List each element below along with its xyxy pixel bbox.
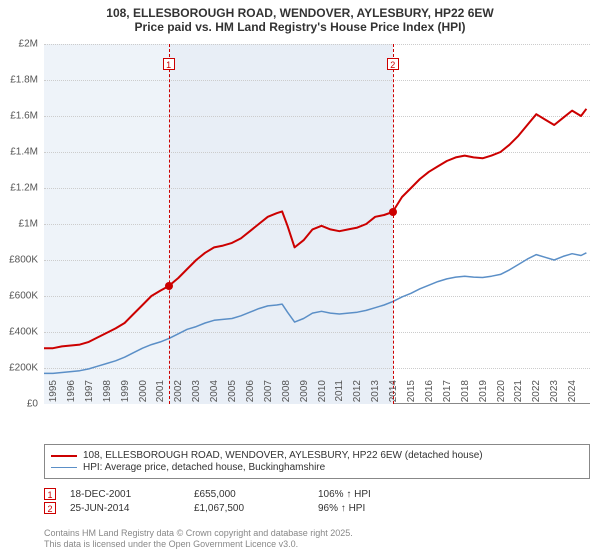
legend-label-hpi: HPI: Average price, detached house, Buck…: [83, 462, 325, 473]
legend-item-price: 108, ELLESBOROUGH ROAD, WENDOVER, AYLESB…: [51, 450, 583, 461]
ytick-label: £800K: [0, 255, 38, 266]
legend-swatch-hpi: [51, 467, 77, 468]
xtick-label: 1997: [84, 380, 95, 410]
xtick-label: 2001: [155, 380, 166, 410]
xtick-label: 2002: [173, 380, 184, 410]
title-block: 108, ELLESBOROUGH ROAD, WENDOVER, AYLESB…: [0, 0, 600, 34]
sale-dot: [165, 282, 173, 290]
sale-pct-2: 96% ↑ HPI: [318, 503, 428, 514]
xtick-label: 2000: [138, 380, 149, 410]
ytick-label: £1.6M: [0, 111, 38, 122]
legend-label-price: 108, ELLESBOROUGH ROAD, WENDOVER, AYLESB…: [83, 450, 483, 461]
sale-pct-1: 106% ↑ HPI: [318, 489, 428, 500]
ytick-label: £600K: [0, 291, 38, 302]
xtick-label: 1999: [120, 380, 131, 410]
ytick-label: £1M: [0, 219, 38, 230]
xtick-label: 2021: [513, 380, 524, 410]
xtick-label: 2023: [549, 380, 560, 410]
xtick-label: 2006: [245, 380, 256, 410]
xtick-label: 2016: [424, 380, 435, 410]
xtick-label: 2012: [352, 380, 363, 410]
ytick-label: £2M: [0, 39, 38, 50]
xtick-label: 2024: [567, 380, 578, 410]
xtick-label: 2022: [531, 380, 542, 410]
xtick-label: 2010: [317, 380, 328, 410]
sale-marker-1: 1: [44, 488, 56, 500]
ytick-label: £1.4M: [0, 147, 38, 158]
xtick-label: 2008: [281, 380, 292, 410]
sale-dash: [169, 44, 170, 404]
ytick-label: £200K: [0, 363, 38, 374]
xtick-label: 2005: [227, 380, 238, 410]
xtick-label: 2018: [460, 380, 471, 410]
xtick-label: 2019: [478, 380, 489, 410]
xtick-label: 2007: [263, 380, 274, 410]
plot-area: 12: [44, 44, 590, 404]
xtick-label: 1998: [102, 380, 113, 410]
attribution-line2: This data is licensed under the Open Gov…: [44, 539, 590, 550]
sales-block: 1 18-DEC-2001 £655,000 106% ↑ HPI 2 25-J…: [44, 486, 590, 516]
attribution: Contains HM Land Registry data © Crown c…: [44, 528, 590, 551]
title-subtitle: Price paid vs. HM Land Registry's House …: [0, 20, 600, 34]
title-address: 108, ELLESBOROUGH ROAD, WENDOVER, AYLESB…: [0, 6, 600, 20]
sale-date-1: 18-DEC-2001: [70, 489, 180, 500]
sale-row-2: 2 25-JUN-2014 £1,067,500 96% ↑ HPI: [44, 502, 590, 514]
attribution-line1: Contains HM Land Registry data © Crown c…: [44, 528, 590, 539]
xtick-label: 2003: [191, 380, 202, 410]
xtick-label: 2015: [406, 380, 417, 410]
legend: 108, ELLESBOROUGH ROAD, WENDOVER, AYLESB…: [44, 444, 590, 479]
legend-swatch-price: [51, 455, 77, 457]
sale-marker-box: 2: [387, 58, 399, 70]
chart-container: 108, ELLESBOROUGH ROAD, WENDOVER, AYLESB…: [0, 0, 600, 560]
xtick-label: 1996: [66, 380, 77, 410]
sale-date-2: 25-JUN-2014: [70, 503, 180, 514]
sale-dot: [389, 208, 397, 216]
sale-dash: [393, 44, 394, 404]
xtick-label: 2013: [370, 380, 381, 410]
sale-row-1: 1 18-DEC-2001 £655,000 106% ↑ HPI: [44, 488, 590, 500]
xtick-label: 2009: [299, 380, 310, 410]
ytick-label: £1.2M: [0, 183, 38, 194]
plot-wrap: 12 £0£200K£400K£600K£800K£1M£1.2M£1.4M£1…: [44, 44, 590, 404]
sale-marker-2: 2: [44, 502, 56, 514]
lines-svg: [44, 44, 590, 404]
ytick-label: £1.8M: [0, 75, 38, 86]
xtick-label: 2014: [388, 380, 399, 410]
xtick-label: 2011: [334, 380, 345, 410]
xtick-label: 2020: [496, 380, 507, 410]
ytick-label: £400K: [0, 327, 38, 338]
legend-item-hpi: HPI: Average price, detached house, Buck…: [51, 462, 583, 473]
xtick-label: 2004: [209, 380, 220, 410]
xtick-label: 2017: [442, 380, 453, 410]
sale-price-2: £1,067,500: [194, 503, 304, 514]
series-hpi: [44, 253, 586, 374]
sale-marker-box: 1: [163, 58, 175, 70]
xtick-label: 1995: [48, 380, 59, 410]
sale-price-1: £655,000: [194, 489, 304, 500]
ytick-label: £0: [0, 399, 38, 410]
